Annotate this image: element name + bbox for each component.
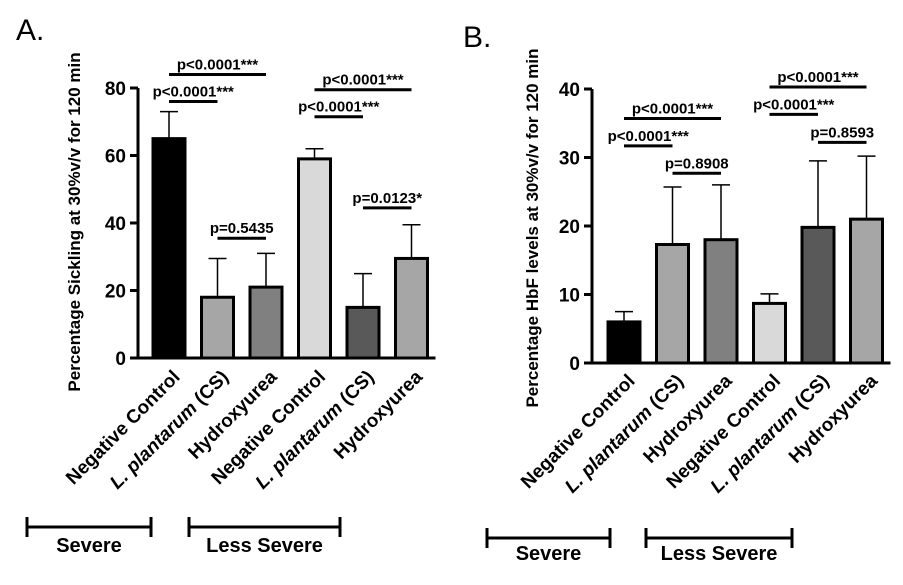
- bar: [703, 238, 739, 365]
- y-tick-label: 40: [105, 214, 126, 235]
- bar: [297, 157, 332, 360]
- bar: [606, 320, 642, 365]
- bar: [849, 217, 884, 365]
- bar: [655, 242, 690, 365]
- group-label: Severe: [516, 543, 582, 565]
- group-label: Less Severe: [206, 535, 323, 557]
- panel-label: B.: [463, 21, 491, 54]
- bar: [752, 301, 787, 365]
- y-tick-label: 20: [559, 217, 580, 238]
- y-tick-label: 80: [105, 79, 126, 100]
- p-value-label: p=0.5435: [210, 220, 274, 237]
- panel-b: B. 0 10 20 30 40 Percentage HbF levels at 30%v…: [463, 21, 891, 565]
- y-tick-label: 0: [569, 354, 580, 375]
- bar: [151, 137, 187, 360]
- y-tick-label: 20: [105, 282, 126, 303]
- group-label: Severe: [56, 535, 122, 557]
- p-value-label: p=0.0123*: [352, 190, 422, 207]
- p-value-label: p<0.0001***: [777, 69, 858, 86]
- y-tick-label: 0: [115, 349, 126, 370]
- bar: [800, 225, 836, 365]
- p-value-label: p<0.0001***: [608, 128, 689, 145]
- y-axis-label: Percentage HbF levels at 30%v/v for 120 …: [523, 48, 542, 407]
- p-value-label: p<0.0001***: [753, 96, 834, 113]
- y-tick-label: 40: [559, 80, 580, 101]
- bar: [394, 256, 429, 360]
- y-tick-label: 10: [559, 286, 580, 307]
- bar: [248, 285, 284, 360]
- p-value-label: p=0.8908: [665, 155, 729, 172]
- panel-label: A.: [16, 14, 44, 47]
- bar: [345, 305, 381, 360]
- p-value-label: p<0.0001***: [322, 72, 403, 89]
- panel-a: A. 0 20 40 60 80 Percentage Sickling at 30%v/v…: [16, 14, 436, 557]
- p-value-label: p<0.0001***: [298, 99, 379, 116]
- y-tick-label: 30: [559, 149, 580, 170]
- p-value-label: p<0.0001***: [632, 100, 713, 117]
- p-value-label: p=0.8593: [810, 124, 874, 141]
- bar: [200, 295, 235, 360]
- p-value-label: p<0.0001***: [177, 57, 258, 74]
- y-axis-label: Percentage Sickling at 30%v/v for 120 mi…: [65, 52, 84, 391]
- y-tick-label: 60: [105, 147, 126, 168]
- group-label: Less Severe: [661, 543, 778, 565]
- p-value-label: p<0.0001***: [153, 84, 234, 101]
